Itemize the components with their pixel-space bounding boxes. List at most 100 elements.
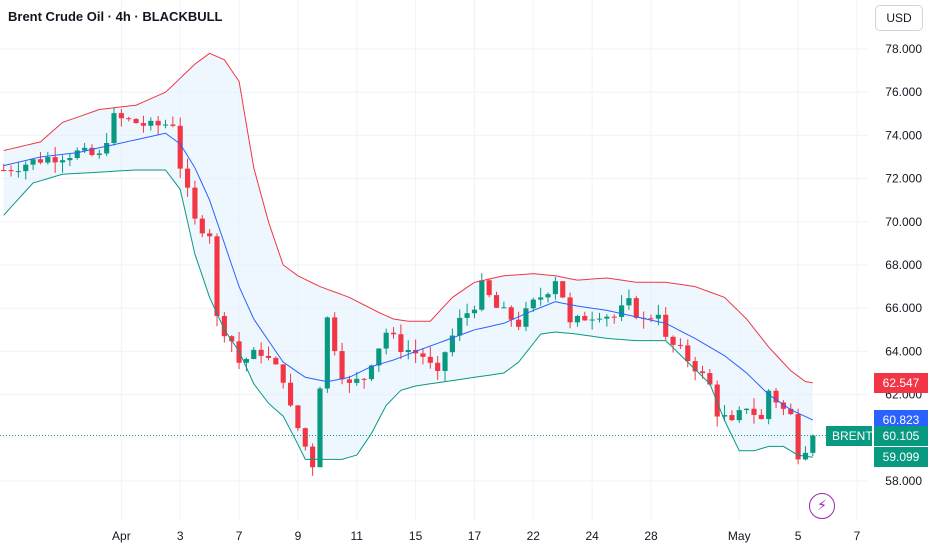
candle-body (37, 159, 44, 163)
candle-body (721, 415, 728, 417)
candle-body (287, 382, 294, 406)
candle-body (398, 334, 404, 353)
price-tick-label: 58.000 (885, 474, 922, 488)
candle-body (221, 315, 227, 337)
time-tick-label: 7 (236, 529, 243, 543)
candle-body (457, 317, 463, 336)
time-tick-label: 5 (795, 529, 802, 543)
candle-body (96, 153, 102, 155)
candle-body (59, 160, 66, 163)
candle-body (560, 281, 566, 298)
candle-body (273, 357, 279, 365)
candle-body (795, 414, 801, 460)
candle-body (104, 143, 110, 154)
candle-body (1, 169, 7, 171)
candle-body (663, 314, 669, 337)
candle-body (67, 158, 73, 161)
candle-body (354, 378, 360, 383)
candle-body (302, 428, 308, 447)
candle-body (508, 307, 514, 320)
candle-body (140, 123, 147, 126)
candle-body (339, 351, 345, 380)
price-tick-label: 76.000 (885, 85, 922, 99)
candle-body (567, 297, 573, 323)
candle-body (126, 118, 132, 120)
time-axis[interactable]: Apr 3 7 9 11 15 17 22 24 28 May 5 7 (112, 529, 861, 543)
candle-body (346, 379, 352, 383)
symbol-label: BRENT (826, 425, 873, 446)
price-tick-label: 68.000 (885, 258, 922, 272)
candle-body (648, 318, 654, 320)
candle-body (82, 147, 88, 151)
candle-body (530, 299, 536, 309)
candle-body (788, 408, 794, 415)
candle-body (611, 316, 617, 318)
candle-body (619, 305, 625, 317)
candle-body (258, 349, 264, 356)
time-tick-label: 22 (527, 529, 541, 543)
candle-body (744, 408, 750, 411)
price-tick-label: 78.000 (885, 42, 922, 56)
price-tick-label: 70.000 (885, 215, 922, 229)
time-tick-label: 11 (351, 529, 364, 543)
candle-body (192, 187, 198, 219)
candle-body (552, 281, 558, 295)
candle-body (162, 124, 169, 126)
candle-body (405, 349, 411, 353)
candle-body (177, 125, 183, 169)
candle-body (295, 405, 301, 429)
candle-body (589, 319, 595, 321)
candle-body (214, 236, 220, 316)
candle-body (207, 233, 213, 237)
candle-body (479, 280, 485, 310)
lightning-icon[interactable]: ⚡︎ (809, 493, 835, 519)
candle-body (545, 294, 551, 298)
candle-body (516, 319, 522, 327)
candle-body (185, 168, 191, 188)
lower-band-price-tag: 59.099 (874, 447, 928, 468)
candle-body (501, 307, 507, 309)
candle-body (810, 435, 816, 453)
candle-body (442, 352, 448, 371)
candle-body (736, 410, 742, 421)
candle-body (780, 402, 786, 409)
candle-body (449, 335, 455, 353)
price-tick-label: 64.000 (885, 344, 922, 358)
basis-price-tag: 60.823 (874, 410, 928, 431)
candle-body (361, 378, 367, 380)
candle-body (729, 415, 735, 421)
candle-body (52, 157, 58, 163)
candle-body (89, 147, 95, 155)
candle-body (427, 356, 433, 363)
time-tick-label: May (728, 529, 751, 543)
candle-body (199, 218, 205, 234)
candle-body (229, 336, 235, 342)
price-tick-label: 66.000 (885, 301, 922, 315)
candle-body (8, 170, 14, 172)
candle-body (677, 344, 683, 346)
candle-body (626, 298, 632, 306)
candle-body (74, 150, 80, 159)
price-tick-label: 72.000 (885, 172, 922, 186)
time-tick-label: 15 (409, 529, 423, 543)
candle-body (118, 113, 124, 119)
candle-body (574, 315, 581, 323)
last-price-tag: 60.105 (874, 425, 928, 446)
candle-body (317, 388, 323, 468)
candle-body (633, 298, 639, 318)
candle-body (604, 316, 610, 319)
candle-body (170, 124, 176, 126)
candle-body (538, 297, 544, 300)
candle-body (707, 373, 713, 385)
lower-band-line (3, 169, 813, 460)
time-tick-label: 17 (468, 529, 482, 543)
candle-body (582, 315, 588, 321)
price-tick-label: 74.000 (885, 128, 922, 142)
chart-title: Brent Crude Oil · 4h · BLACKBULL (8, 9, 223, 24)
candle-body (420, 353, 426, 357)
currency-button[interactable]: USD (875, 5, 923, 31)
candle-body (251, 349, 257, 360)
candle-body (15, 171, 21, 173)
candle-body (310, 446, 316, 468)
